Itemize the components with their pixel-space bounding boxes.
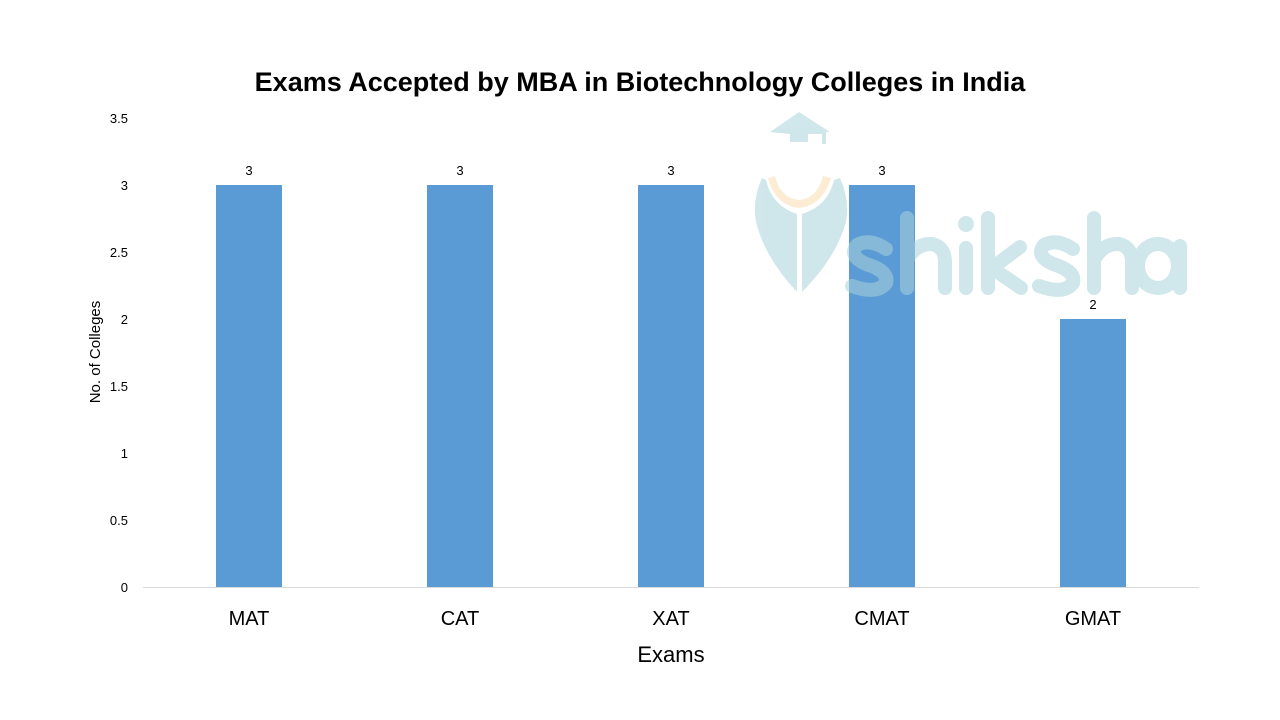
shiksha-watermark-logo xyxy=(754,112,1187,297)
x-tick-label: MAT xyxy=(229,608,270,630)
bar-xat xyxy=(638,185,704,587)
y-tick-label: 0.5 xyxy=(110,513,128,528)
y-tick-label: 2 xyxy=(121,312,128,327)
x-axis-label: Exams xyxy=(637,642,704,667)
x-tick-label: CAT xyxy=(441,608,480,630)
x-tick-label: XAT xyxy=(652,608,689,630)
logo-collar xyxy=(768,176,831,208)
y-tick-label: 3 xyxy=(121,178,128,193)
data-label: 3 xyxy=(456,163,463,178)
y-tick-label: 2.5 xyxy=(110,245,128,260)
watermark-i-dot xyxy=(958,216,974,232)
data-label: 3 xyxy=(667,163,674,178)
chart-title: Exams Accepted by MBA in Biotechnology C… xyxy=(255,67,1027,97)
watermark-lettering xyxy=(845,211,1187,297)
y-tick-label: 1 xyxy=(121,446,128,461)
bar-gmat xyxy=(1060,319,1126,587)
graduation-cap-icon xyxy=(770,112,830,144)
y-tick-label: 1.5 xyxy=(110,379,128,394)
y-tick-label: 0 xyxy=(121,580,128,595)
x-tick-label: CMAT xyxy=(854,608,909,630)
y-axis-ticks: 0 0.5 1 1.5 2 2.5 3 3.5 xyxy=(110,111,128,595)
y-tick-label: 3.5 xyxy=(110,111,128,126)
y-axis-label: No. of Colleges xyxy=(87,301,104,404)
bar-mat xyxy=(216,185,282,587)
data-label: 3 xyxy=(245,163,252,178)
bar-cat xyxy=(427,185,493,587)
logo-figure xyxy=(754,178,848,292)
data-label: 2 xyxy=(1089,297,1096,312)
x-tick-label: GMAT xyxy=(1065,608,1121,630)
x-axis-ticks: MAT CAT XAT CMAT GMAT xyxy=(229,608,1122,630)
data-label: 3 xyxy=(878,163,885,178)
